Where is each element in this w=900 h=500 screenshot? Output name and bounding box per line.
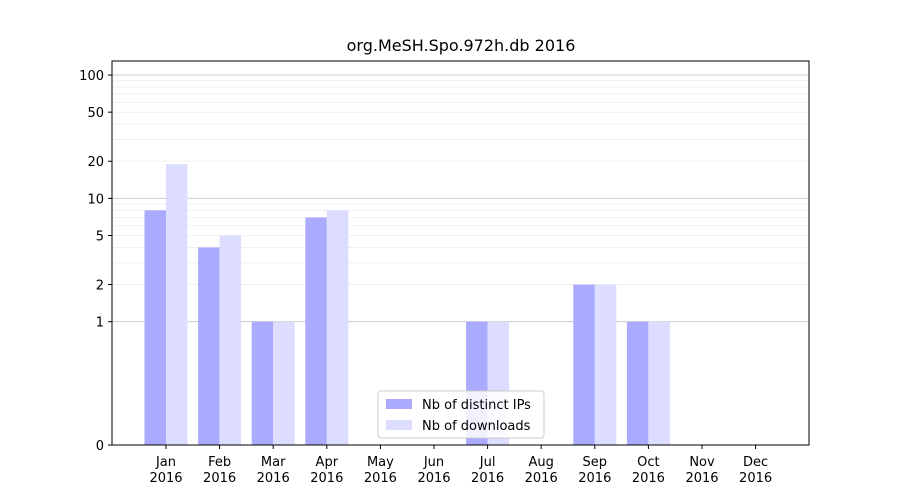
x-tick-label: Nov 2016	[685, 455, 718, 486]
y-tick-label: 100	[79, 69, 104, 84]
bar-downloads	[166, 163, 188, 445]
y-tick-label: 50	[87, 106, 104, 121]
bar-downloads	[648, 321, 670, 445]
bars	[144, 163, 670, 445]
x-tick-label: Apr 2016	[310, 455, 343, 486]
x-axis: Jan 2016 Feb 2016 Mar 2016 Apr 2016 May 2016 Jun 20…	[149, 445, 772, 486]
x-tick-label: Jun 2016	[417, 455, 450, 486]
y-tick-label: 5	[96, 229, 104, 244]
bar-downloads	[594, 284, 617, 445]
legend-box	[377, 390, 545, 439]
bar-downloads	[273, 321, 295, 445]
x-tick-label: Sep 2016	[578, 455, 611, 486]
x-tick-label: Mar 2016	[257, 455, 290, 486]
y-tick-label: 2	[96, 279, 104, 294]
y-tick-label: 20	[87, 155, 104, 170]
bar-distinct-ips	[573, 284, 595, 445]
x-tick-label: May 2016	[364, 455, 397, 486]
legend-label: Nb of downloads	[422, 419, 531, 434]
y-tick-label: 0	[96, 439, 104, 454]
legend-label: Nb of distinct IPs	[422, 398, 531, 413]
y-tick-label: 1	[96, 316, 104, 331]
bar-downloads	[219, 235, 242, 445]
chart-title: org.MeSH.Spo.972h.db 2016	[347, 36, 576, 55]
x-tick-label: Oct 2016	[632, 455, 665, 486]
grid	[112, 74, 809, 323]
x-tick-label: Aug 2016	[525, 455, 558, 486]
y-axis: 0 1 2 5 10 20 50 100	[79, 69, 112, 454]
legend: Nb of distinct IPs Nb of downloads	[377, 390, 545, 439]
legend-swatch	[386, 399, 412, 409]
bar-distinct-ips	[198, 247, 220, 445]
x-tick-label: Feb 2016	[203, 455, 236, 486]
x-tick-label: Dec 2016	[739, 455, 772, 486]
x-tick-label: Jul 2016	[471, 455, 504, 486]
bar-distinct-ips	[626, 321, 649, 445]
bar-distinct-ips	[305, 217, 327, 445]
bar-distinct-ips	[251, 321, 274, 445]
bar-downloads	[326, 210, 349, 445]
bar-distinct-ips	[144, 210, 166, 445]
legend-swatch	[386, 420, 412, 430]
y-tick-label: 10	[87, 192, 104, 207]
x-tick-label: Jan 2016	[149, 455, 182, 486]
plot-area	[111, 60, 810, 446]
